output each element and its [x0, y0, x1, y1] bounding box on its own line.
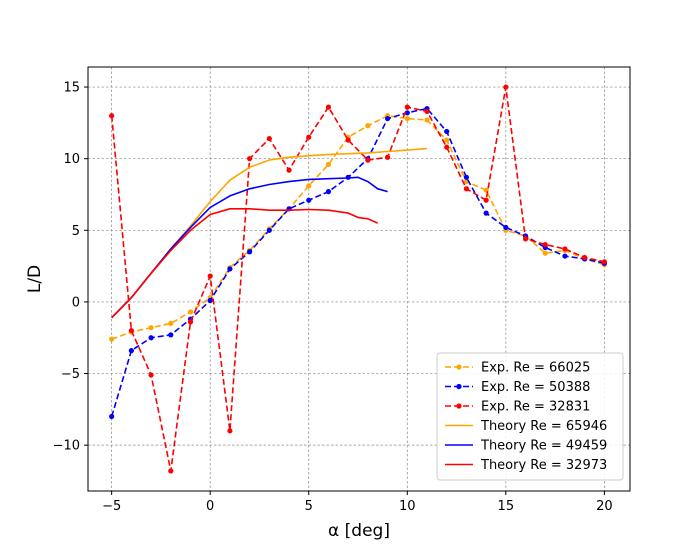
legend-label: Exp. Re = 32831: [481, 400, 590, 415]
data-point: [483, 210, 489, 216]
y-tick-label: −10: [53, 439, 80, 454]
legend-label: Theory Re = 32973: [480, 458, 607, 473]
legend-label: Exp. Re = 66025: [481, 361, 590, 376]
data-point: [424, 108, 430, 115]
legend-marker: [456, 364, 462, 370]
data-point: [247, 249, 253, 255]
data-point: [109, 336, 115, 342]
data-point: [463, 186, 470, 192]
data-point: [522, 236, 529, 242]
data-point: [286, 167, 292, 173]
x-tick-label: 5: [305, 499, 313, 514]
legend-item: Theory Re = 65946: [445, 419, 607, 434]
x-axis-label: α [deg]: [328, 521, 390, 541]
data-point: [306, 197, 312, 203]
series-line: [111, 208, 379, 319]
data-point: [227, 428, 233, 434]
data-point: [187, 309, 194, 315]
legend-item: Exp. Re = 32831: [445, 400, 590, 415]
plot-frame: [87, 66, 631, 492]
data-point: [148, 335, 154, 341]
legend-item: Exp. Re = 66025: [445, 361, 590, 376]
data-point: [542, 242, 548, 248]
legend-box: [436, 352, 624, 481]
series-line: [110, 86, 605, 472]
data-point: [542, 250, 548, 256]
series-3: [109, 84, 607, 474]
data-point: [404, 110, 410, 116]
data-point: [503, 224, 509, 231]
data-point: [404, 115, 410, 122]
data-point: [325, 161, 332, 168]
data-point: [384, 115, 391, 122]
legend-label: Exp. Re = 50388: [481, 380, 590, 395]
data-point: [306, 134, 312, 140]
y-tick-label: −5: [61, 367, 80, 382]
y-tick-label: 10: [63, 152, 80, 167]
data-point: [266, 227, 272, 233]
data-point: [463, 174, 470, 180]
y-tick-label: 5: [72, 224, 80, 239]
data-point: [503, 84, 509, 90]
data-point: [404, 104, 410, 110]
data-point: [444, 144, 450, 150]
data-point: [168, 332, 174, 338]
legend-item: Theory Re = 32973: [445, 458, 607, 473]
data-point: [444, 137, 450, 143]
data-point: [207, 273, 213, 279]
y-tick-label: 15: [63, 81, 80, 96]
legend-label: Theory Re = 49459: [480, 439, 607, 454]
data-point: [444, 128, 450, 135]
x-tick-label: 0: [206, 499, 214, 514]
data-point: [128, 327, 134, 334]
data-point: [345, 137, 351, 143]
data-point: [168, 468, 174, 474]
legend-marker: [456, 383, 462, 390]
data-point: [109, 413, 115, 420]
data-point: [601, 259, 607, 265]
data-point: [365, 157, 371, 163]
y-axis-label: L/D: [25, 265, 45, 293]
legend: Exp. Re = 66025 Exp. Re = 50388 Exp. Re = …: [436, 352, 624, 481]
x-tick-label: 20: [596, 499, 613, 514]
data-point: [365, 123, 371, 129]
data-point: [247, 156, 253, 162]
data-point: [207, 297, 213, 304]
data-point: [187, 319, 194, 325]
data-point: [424, 117, 430, 123]
legend-item: Theory Re = 49459: [445, 439, 607, 454]
x-tick-label: −5: [102, 499, 121, 514]
x-tick-label: 10: [399, 499, 416, 514]
data-point: [227, 266, 233, 272]
series-layer: [109, 84, 607, 474]
data-point: [266, 136, 272, 142]
data-point: [109, 113, 115, 119]
legend-item: Exp. Re = 50388: [445, 380, 590, 395]
series-line: [111, 114, 605, 340]
data-point: [148, 325, 154, 331]
data-point: [582, 254, 588, 261]
data-point: [168, 320, 174, 327]
data-point: [384, 154, 391, 160]
data-point: [325, 104, 332, 110]
data-point: [562, 253, 568, 259]
data-point: [306, 183, 312, 189]
y-tick-label: 0: [72, 295, 80, 310]
data-point: [128, 348, 134, 354]
data-point: [148, 372, 154, 378]
series-6: [111, 208, 379, 319]
legend-marker: [456, 403, 462, 409]
ticks: −5 0 5 10 15 20 −10 −5 0 5 10 15: [53, 81, 613, 514]
data-point: [483, 197, 489, 203]
x-tick-label: 15: [498, 499, 515, 514]
legend-label: Theory Re = 65946: [480, 419, 607, 434]
data-point: [562, 246, 568, 252]
data-point: [325, 189, 332, 195]
